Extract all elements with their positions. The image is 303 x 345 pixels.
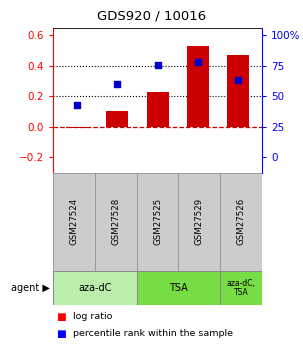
Text: ■: ■ — [56, 329, 66, 339]
Bar — [220, 271, 262, 305]
Bar — [53, 172, 95, 271]
Text: TSA: TSA — [169, 283, 188, 293]
Text: GSM27526: GSM27526 — [237, 198, 246, 245]
Text: GSM27524: GSM27524 — [69, 198, 78, 245]
Bar — [187, 46, 209, 127]
Text: aza-dC: aza-dC — [78, 283, 112, 293]
Point — [195, 59, 200, 65]
Text: aza-dC,
TSA: aza-dC, TSA — [227, 279, 256, 297]
Text: GSM27528: GSM27528 — [111, 198, 120, 245]
Bar — [220, 172, 262, 271]
Text: GSM27525: GSM27525 — [153, 198, 162, 245]
Bar — [53, 271, 137, 305]
Bar — [227, 55, 249, 127]
Bar — [147, 92, 168, 127]
Text: agent ▶: agent ▶ — [11, 283, 50, 293]
Point — [235, 78, 240, 83]
Bar — [106, 111, 128, 127]
Bar — [178, 172, 220, 271]
Bar — [95, 172, 137, 271]
Text: GDS920 / 10016: GDS920 / 10016 — [97, 9, 206, 22]
Bar — [137, 271, 220, 305]
Text: GSM27529: GSM27529 — [195, 198, 204, 245]
Point — [75, 102, 80, 108]
Text: ■: ■ — [56, 312, 66, 322]
Bar — [66, 127, 88, 128]
Text: percentile rank within the sample: percentile rank within the sample — [73, 329, 233, 338]
Point — [115, 81, 120, 87]
Point — [155, 62, 160, 67]
Text: log ratio: log ratio — [73, 312, 112, 321]
Bar — [137, 172, 178, 271]
